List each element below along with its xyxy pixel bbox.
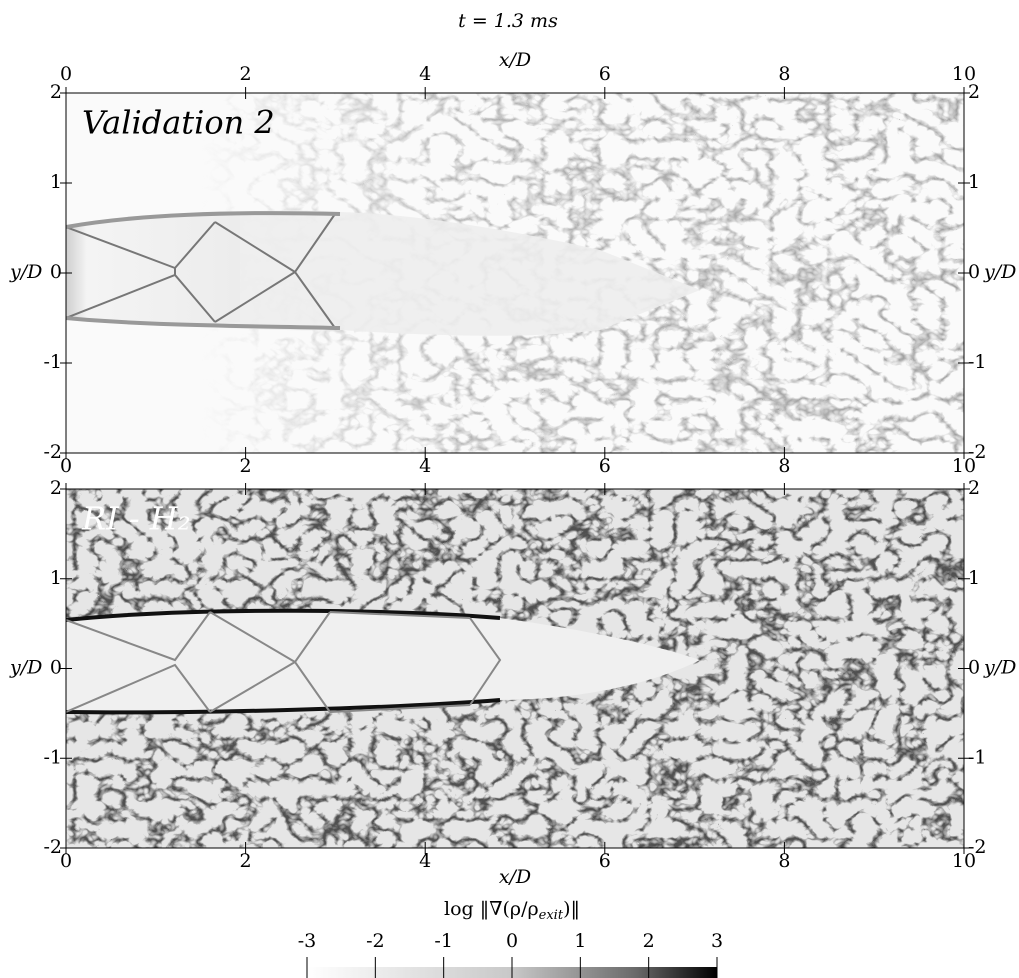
y-axis-label: y/D (9, 657, 42, 679)
x-axis-label: x/D (499, 49, 531, 71)
colorbar-label-part: exit (539, 908, 564, 923)
y-tick-label: 0 (50, 261, 62, 283)
panel-image (66, 93, 964, 453)
x-tick-label: 8 (778, 850, 790, 872)
y-axis-label: y/D (983, 261, 1016, 283)
y-axis-label: y/D (983, 657, 1016, 679)
y-tick-label: 2 (50, 477, 62, 499)
colorbar-tick-label: 0 (506, 930, 518, 952)
colorbar-label: log ‖∇(ρ/ρexit)‖ (444, 898, 580, 923)
x-tick-label: 8 (778, 63, 790, 85)
panel-label: RI - H₂ (81, 500, 191, 538)
y-tick-label: 1 (50, 567, 62, 589)
title: t = 1.3 ms (458, 10, 558, 32)
panel-label: Validation 2 (82, 104, 275, 142)
y-tick-label: -2 (968, 836, 987, 858)
colorbar-tick-label: -3 (298, 930, 317, 952)
y-tick-label: 1 (968, 171, 980, 193)
colorbar-tick-label: -1 (434, 930, 453, 952)
colorbar-label-part: log ‖∇(ρ/ρ (444, 898, 539, 920)
colorbar-tick-label: 2 (643, 930, 655, 952)
x-axis-label: x/D (499, 866, 531, 888)
x-tick-label: 2 (240, 63, 252, 85)
x-tick-label: 6 (599, 63, 611, 85)
y-tick-label: 0 (50, 657, 62, 679)
y-tick-label: -1 (43, 746, 62, 768)
panel-image (66, 489, 964, 848)
y-tick-label: 2 (50, 81, 62, 103)
y-tick-label: -1 (43, 351, 62, 373)
y-tick-label: -2 (43, 836, 62, 858)
y-tick-label: 0 (968, 657, 980, 679)
x-tick-label: 4 (419, 63, 431, 85)
x-tick-label: 2 (240, 850, 252, 872)
x-tick-label: 0 (60, 455, 72, 477)
y-tick-label: 1 (968, 567, 980, 589)
x-tick-label: 8 (778, 455, 790, 477)
colorbar-tick-label: 1 (574, 930, 586, 952)
x-tick-label: 2 (240, 455, 252, 477)
x-tick-label: 4 (419, 455, 431, 477)
y-tick-label: 1 (50, 171, 62, 193)
colorbar-tick-label: -2 (366, 930, 385, 952)
y-tick-label: 2 (968, 477, 980, 499)
colorbar-label-part: )‖ (563, 898, 580, 920)
y-tick-label: -1 (968, 351, 987, 373)
y-tick-label: 0 (968, 261, 980, 283)
x-tick-label: 6 (599, 850, 611, 872)
figure: t = 1.3 ms 00224466881010-2-2-1-1001122y… (0, 0, 1019, 978)
x-tick-label: 10 (952, 455, 976, 477)
y-tick-label: 2 (968, 81, 980, 103)
x-tick-label: 6 (599, 455, 611, 477)
y-axis-label: y/D (9, 261, 42, 283)
x-tick-label: 4 (419, 850, 431, 872)
colorbar-tick-label: 3 (711, 930, 723, 952)
y-tick-label: -1 (968, 746, 987, 768)
